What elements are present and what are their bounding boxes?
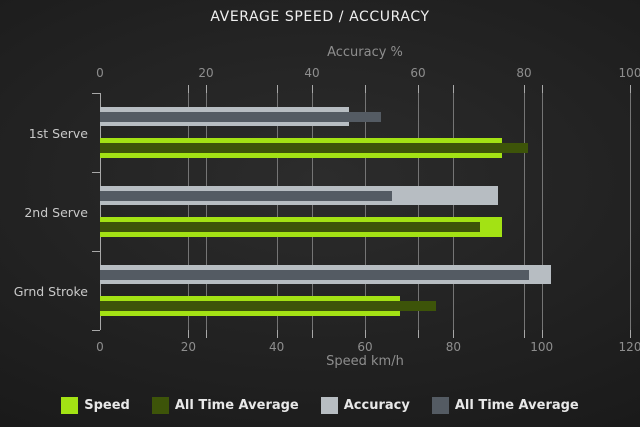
axis-tick	[276, 330, 278, 338]
gridline	[188, 93, 190, 330]
axis-tick	[276, 85, 278, 93]
axis-tick	[453, 85, 455, 93]
tick-label: 60	[410, 66, 426, 80]
axis-tick	[524, 85, 525, 93]
legend-label: Speed	[84, 398, 130, 413]
tick-label: 40	[269, 340, 285, 354]
bar-accuracy-average	[100, 190, 392, 201]
gridline	[418, 93, 419, 330]
bar-accuracy-average	[100, 111, 381, 122]
axis-tick	[418, 330, 419, 338]
gridline	[276, 93, 278, 330]
category-label: 1st Serve	[28, 126, 88, 141]
axis-tick	[418, 85, 419, 93]
category-label: 2nd Serve	[24, 205, 88, 220]
axis-tick	[312, 330, 313, 338]
tick-label: 100	[618, 66, 640, 80]
gridline	[524, 93, 525, 330]
tick-label: 80	[445, 340, 461, 354]
chart-title: AVERAGE SPEED / ACCURACY	[210, 9, 430, 25]
axis-tick	[312, 85, 313, 93]
legend-label: Accuracy	[343, 398, 410, 413]
axis-tick	[206, 85, 207, 93]
axis-tick	[541, 85, 543, 93]
legend-swatch	[431, 397, 449, 414]
category-label: Grnd Stroke	[13, 284, 88, 299]
tick-label: 80	[516, 66, 532, 80]
y-axis-line	[100, 93, 101, 330]
tick-label: 60	[357, 340, 373, 354]
legend-swatch	[151, 397, 169, 414]
axis-tick	[541, 330, 543, 338]
axis-tick	[206, 330, 207, 338]
bar-speed-average	[100, 222, 480, 232]
axis-hook	[92, 172, 100, 173]
axis-tick	[453, 330, 455, 338]
legend-item: Speed	[61, 397, 130, 414]
legend-item: All Time Average	[151, 397, 299, 414]
tick-label: 40	[304, 66, 320, 80]
tick-label: 20	[198, 66, 214, 80]
axis-tick	[524, 330, 525, 338]
axis-hook	[92, 330, 100, 331]
axis-tick	[188, 330, 190, 338]
chart-legend: Speed All Time Average Accuracy All Time Av…	[0, 397, 640, 414]
legend-item: Accuracy	[320, 397, 410, 414]
bar-accuracy-average	[100, 269, 530, 280]
bottom-axis-label: Speed km/h	[326, 354, 404, 369]
legend-label: All Time Average	[454, 398, 579, 413]
tick-label: 0	[96, 66, 104, 80]
axis-tick	[365, 85, 366, 93]
legend-item: All Time Average	[431, 397, 579, 414]
bar-speed-average	[100, 301, 436, 311]
legend-swatch	[61, 397, 79, 414]
top-axis-label: Accuracy %	[327, 45, 403, 60]
tick-label: 100	[530, 340, 554, 354]
gridline	[365, 93, 366, 330]
axis-tick	[630, 85, 631, 93]
axis-tick	[365, 330, 366, 338]
gridline	[630, 93, 631, 330]
tick-label: 0	[96, 340, 104, 354]
gridline	[541, 93, 543, 330]
axis-tick	[630, 330, 631, 338]
gridline	[312, 93, 313, 330]
legend-label: All Time Average	[174, 398, 299, 413]
bar-speed-average	[100, 143, 529, 153]
gridline	[453, 93, 455, 330]
tick-label: 120	[618, 340, 640, 354]
gridline	[206, 93, 207, 330]
tick-label: 20	[180, 340, 196, 354]
axis-hook	[92, 93, 100, 94]
legend-swatch	[320, 397, 338, 414]
axis-hook	[92, 251, 100, 252]
axis-tick	[188, 85, 190, 93]
